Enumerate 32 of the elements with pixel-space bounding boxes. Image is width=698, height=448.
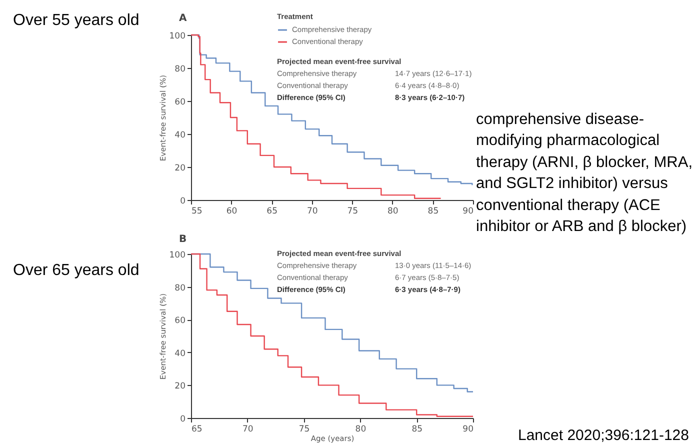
text: Over 65 years old xyxy=(13,262,140,280)
y-tick-label: 100 xyxy=(169,250,186,260)
y-tick-label: 20 xyxy=(174,164,186,174)
y-tick-label: 40 xyxy=(174,130,186,140)
x-tick-label: 85 xyxy=(428,206,439,216)
x-tick-label: 90 xyxy=(462,424,474,434)
x-tick-label: 65 xyxy=(266,206,278,216)
x-tick-label: 75 xyxy=(347,206,358,216)
x-tick-label: 70 xyxy=(306,206,318,216)
x-tick-label: 65 xyxy=(192,424,202,434)
x-tick-label: 70 xyxy=(242,424,254,434)
y-tick-label: 60 xyxy=(174,316,186,326)
chart-title: A xyxy=(179,13,187,24)
x-tick-label: 80 xyxy=(388,206,398,216)
y-tick-label: 80 xyxy=(174,64,186,74)
x-tick-label: 90 xyxy=(462,206,474,216)
x-tick-label: 75 xyxy=(298,424,310,434)
y-tick-label: 0 xyxy=(180,414,186,424)
x-tick-label: 55 xyxy=(192,206,202,216)
y-tick-label: 40 xyxy=(174,348,186,359)
y-tick-label: 20 xyxy=(174,382,186,392)
text: Over 55 years old xyxy=(13,12,140,30)
y-tick-label: 0 xyxy=(180,196,186,206)
y-tick-label: 60 xyxy=(174,98,186,108)
y-tick-label: 80 xyxy=(174,283,186,294)
x-tick-label: 80 xyxy=(355,424,366,434)
x-tick-label: 60 xyxy=(226,206,238,216)
text: comprehensive disease-modifying pharmacological therapy (ARNI, β blocker, MRA, and SGLT2 inhibitor) versus conventional therapy (ACE inhibitor or ARB and β blocker) xyxy=(476,110,694,238)
text: Lancet 2020;396:121-128 xyxy=(518,427,689,444)
chart-title: B xyxy=(179,234,187,245)
x-tick-label: 85 xyxy=(412,424,423,434)
y-tick-label: 100 xyxy=(169,32,186,42)
